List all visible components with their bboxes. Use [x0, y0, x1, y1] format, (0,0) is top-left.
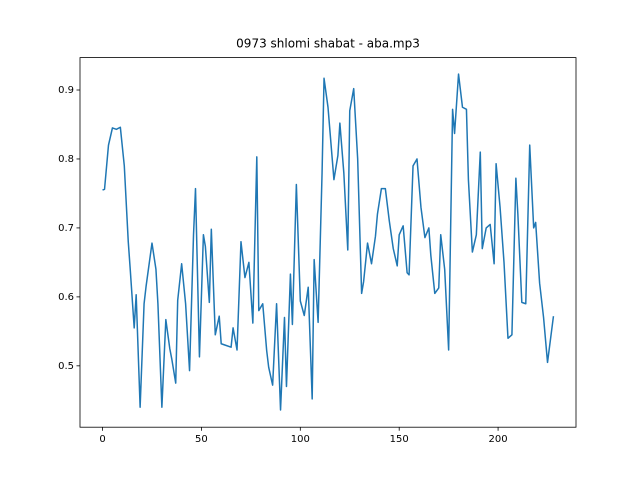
x-tick-label: 50 [195, 434, 208, 445]
data-line [102, 73, 555, 411]
chart-title: 0973 shlomi shabat - aba.mp3 [236, 37, 420, 51]
y-tick-label: 0.7 [58, 223, 74, 234]
x-tick-label: 150 [390, 434, 409, 445]
y-tick-label: 0.6 [58, 292, 74, 303]
x-tick-label: 100 [291, 434, 310, 445]
y-tick-label: 0.8 [58, 154, 74, 165]
x-tick-label: 200 [489, 434, 508, 445]
y-tick-label: 0.5 [58, 361, 74, 372]
x-tick-label: 0 [99, 434, 105, 445]
axes-frame [79, 57, 577, 428]
y-tick-label: 0.9 [58, 85, 74, 96]
